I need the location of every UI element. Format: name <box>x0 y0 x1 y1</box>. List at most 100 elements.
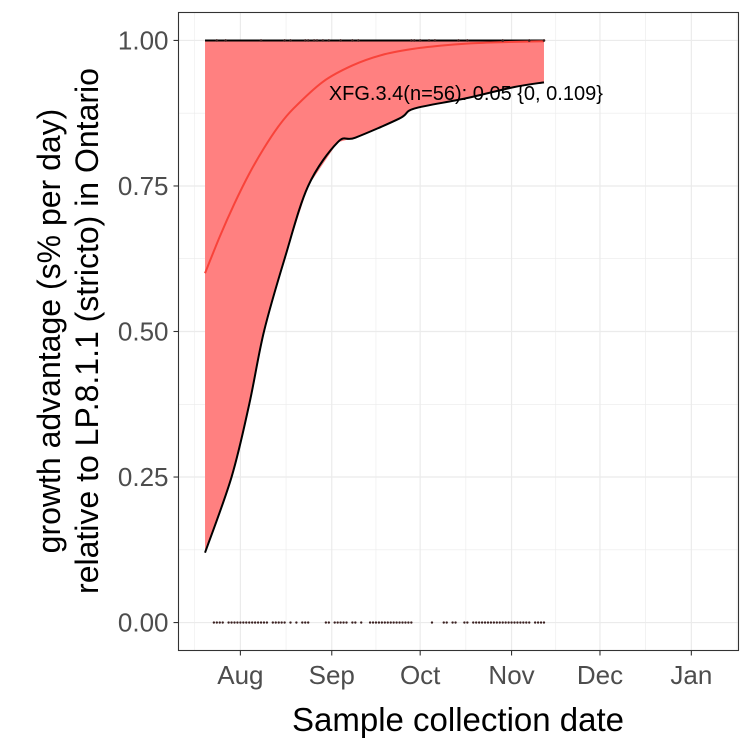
data-point-0 <box>250 621 254 624</box>
data-point-0 <box>492 621 496 624</box>
data-point-1 <box>312 39 316 42</box>
y-tick-label: 1.00 <box>118 25 169 55</box>
data-point-0 <box>339 621 342 624</box>
data-point-1 <box>501 39 505 42</box>
axes: 0.00 0.25 0.50 0.75 1.00 Aug Sep Oct Nov Dec Jan <box>118 25 712 690</box>
data-point-0 <box>306 621 310 624</box>
data-point-0 <box>410 621 413 624</box>
data-point-0 <box>304 621 307 624</box>
data-point-1 <box>418 39 422 42</box>
data-point-0 <box>528 621 531 624</box>
y-axis-title-line1: growth advantage (s% per day) <box>31 109 67 554</box>
data-point-0 <box>301 621 304 624</box>
data-point-1 <box>321 39 325 42</box>
data-point-0 <box>248 621 251 624</box>
data-point-0 <box>215 621 219 624</box>
data-point-0 <box>498 621 501 624</box>
data-point-0 <box>533 621 537 624</box>
data-point-0 <box>542 621 546 624</box>
data-point-1 <box>283 39 286 42</box>
data-point-0 <box>230 621 233 624</box>
data-point-0 <box>333 621 336 624</box>
data-point-0 <box>489 621 493 624</box>
data-point-1 <box>542 39 546 42</box>
data-point-0 <box>327 621 331 624</box>
data-point-0 <box>404 621 407 624</box>
data-point-0 <box>245 621 248 624</box>
y-tick-label: 0.00 <box>118 608 169 638</box>
data-point-1 <box>315 39 319 42</box>
plot-marks <box>204 39 546 624</box>
data-point-0 <box>256 621 260 624</box>
data-point-0 <box>289 621 292 624</box>
data-point-0 <box>474 621 478 624</box>
x-tick-label: Oct <box>400 660 441 690</box>
data-point-0 <box>486 621 490 624</box>
data-point-0 <box>477 621 481 624</box>
data-point-0 <box>354 621 357 624</box>
data-point-0 <box>536 621 540 624</box>
data-point-0 <box>227 621 230 624</box>
data-point-1 <box>339 39 342 42</box>
data-point-0 <box>212 621 216 624</box>
data-point-0 <box>336 621 339 624</box>
data-point-1 <box>433 39 437 42</box>
data-point-0 <box>380 621 384 624</box>
data-point-1 <box>427 39 431 42</box>
data-point-0 <box>510 621 513 624</box>
data-point-0 <box>495 621 499 624</box>
data-point-1 <box>289 39 292 42</box>
data-point-0 <box>383 621 387 624</box>
data-point-1 <box>351 39 354 42</box>
data-point-0 <box>374 621 378 624</box>
data-point-0 <box>513 621 516 624</box>
data-point-0 <box>398 621 401 624</box>
data-point-1 <box>224 39 227 42</box>
data-point-1 <box>356 39 360 42</box>
fit-line <box>204 40 544 274</box>
data-point-0 <box>451 621 454 624</box>
data-point-1 <box>327 39 331 42</box>
y-tick-label: 0.25 <box>118 462 169 492</box>
data-point-1 <box>412 39 416 42</box>
fit-annotation: XFG.3.4(n=56): 0.05 {0, 0.109} <box>329 83 603 105</box>
data-point-1 <box>410 39 413 42</box>
data-point-0 <box>472 621 475 624</box>
data-point-1 <box>259 39 263 42</box>
data-point-0 <box>430 621 434 624</box>
data-point-0 <box>283 621 286 624</box>
data-point-0 <box>522 621 525 624</box>
data-point-0 <box>525 621 528 624</box>
data-point-0 <box>324 621 328 624</box>
data-point-0 <box>519 621 522 624</box>
ci-ribbon <box>205 40 544 553</box>
data-point-0 <box>253 621 257 624</box>
data-point-0 <box>395 621 398 624</box>
data-point-0 <box>271 621 275 624</box>
data-point-0 <box>516 621 519 624</box>
data-point-0 <box>259 621 263 624</box>
data-point-0 <box>407 621 410 624</box>
data-point-1 <box>466 39 469 42</box>
data-point-0 <box>442 621 445 624</box>
data-point-0 <box>483 621 487 624</box>
data-point-0 <box>463 621 466 624</box>
data-point-0 <box>539 621 543 624</box>
data-point-0 <box>377 621 381 624</box>
data-point-0 <box>386 621 389 624</box>
data-point-0 <box>233 621 236 624</box>
data-point-0 <box>345 621 348 624</box>
data-point-1 <box>303 39 307 42</box>
data-point-0 <box>236 621 239 624</box>
x-tick-label: Nov <box>488 660 534 690</box>
x-tick-label: Dec <box>577 660 623 690</box>
data-point-1 <box>457 39 460 42</box>
data-point-0 <box>466 621 469 624</box>
data-point-0 <box>351 621 354 624</box>
x-axis-title: Sample collection date <box>292 701 624 738</box>
data-point-0 <box>371 621 375 624</box>
data-point-0 <box>368 621 372 624</box>
data-point-1 <box>306 39 310 42</box>
ci-lower-line <box>204 81 545 554</box>
